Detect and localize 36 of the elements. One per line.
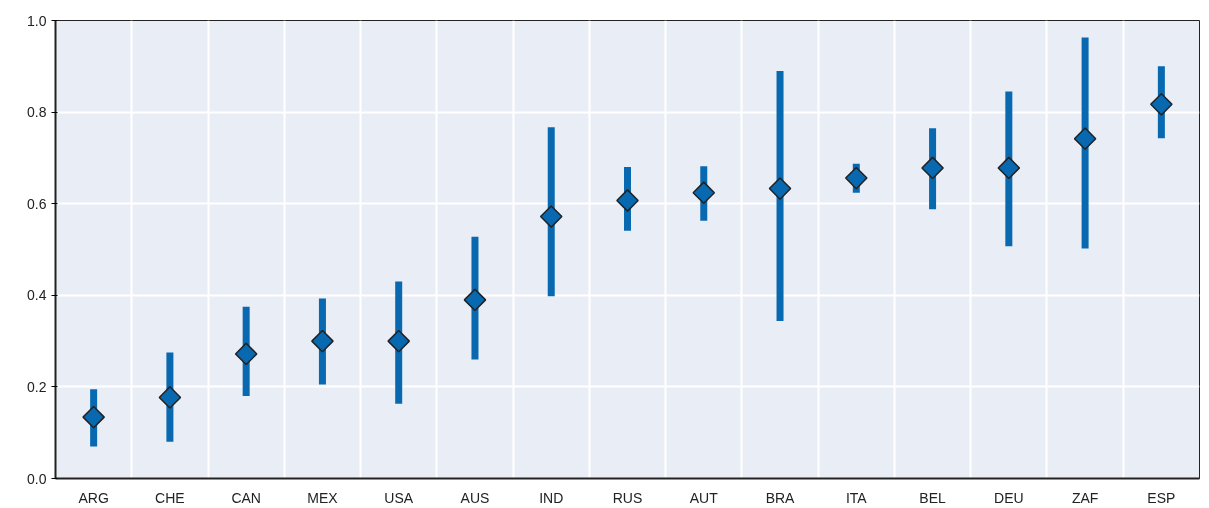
x-tick-label: IND	[539, 489, 564, 506]
y-tick-label: 1.0	[27, 12, 47, 29]
x-tick-label: DEU	[994, 489, 1024, 506]
x-tick-label: ARG	[78, 489, 109, 506]
point	[1150, 92, 1173, 116]
x-tick-label: CHE	[155, 489, 185, 506]
x-tick-label: ZAF	[1071, 489, 1099, 506]
y-tick-label: 0.8	[27, 104, 47, 121]
y-tick-label: 0.0	[27, 470, 47, 487]
point	[997, 156, 1021, 180]
point	[1073, 127, 1097, 151]
point	[387, 329, 411, 353]
x-tick-label: BEL	[919, 489, 947, 506]
point	[463, 288, 487, 312]
point	[158, 386, 182, 409]
y-tick-label: 0.2	[27, 378, 47, 395]
y-tick-label: 0.4	[27, 287, 47, 304]
x-tick-label: AUT	[689, 489, 719, 506]
x-tick-label: USA	[384, 489, 414, 506]
x-tick-label: AUS	[460, 489, 490, 506]
x-tick-label: MEX	[307, 489, 339, 506]
point	[311, 329, 334, 353]
point	[616, 189, 639, 212]
point	[234, 342, 258, 366]
point	[692, 181, 716, 205]
x-tick-label: CAN	[231, 489, 261, 506]
point	[768, 177, 792, 200]
point	[844, 166, 868, 190]
point	[539, 205, 563, 228]
x-tick-label: RUS	[612, 489, 643, 506]
x-tick-label: BRA	[765, 489, 796, 506]
point	[921, 156, 944, 180]
point	[82, 405, 105, 429]
x-tick-label: ESP	[1147, 489, 1176, 506]
x-tick-label: ITA	[845, 489, 868, 506]
y-tick-label: 0.6	[27, 195, 47, 212]
